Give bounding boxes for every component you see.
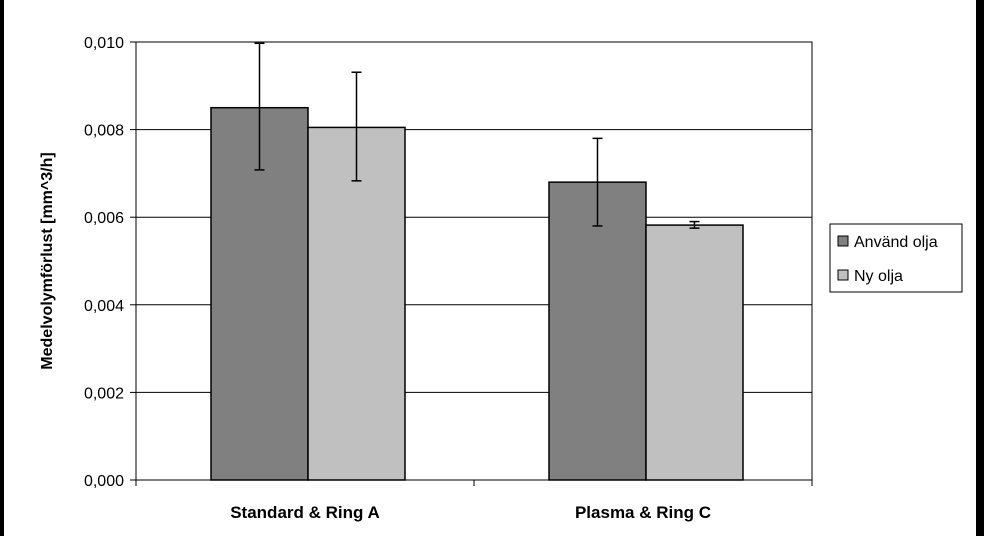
y-tick-label: 0,002 [84, 385, 124, 402]
bar [548, 181, 647, 481]
bar [307, 126, 406, 481]
y-tick-label: 0,006 [84, 210, 124, 227]
legend-box [829, 223, 963, 293]
legend-swatch [837, 235, 849, 247]
y-tick-label: 0,000 [84, 473, 124, 490]
x-category-label: Standard & Ring A [230, 503, 380, 522]
error-bars [254, 42, 700, 229]
legend: Använd olja Ny olja [829, 223, 963, 293]
legend-swatch [837, 269, 849, 281]
axis-labels: 0,000 0,002 0,004 0,006 0,008 0,010 Standard &… [84, 35, 711, 522]
legend-label: Ny olja [854, 268, 903, 285]
bar-chart: 0,000 0,002 0,004 0,006 0,008 0,010 Standard &… [39, 35, 963, 522]
y-tick-label: 0,010 [84, 35, 124, 52]
bars [210, 106, 744, 481]
y-axis-title: Medelvolymförlust [mm^3/h] [39, 152, 56, 369]
bar [645, 224, 744, 481]
axes [130, 41, 813, 486]
x-category-label: Plasma & Ring C [575, 503, 711, 522]
chart-area: 0,000 0,002 0,004 0,006 0,008 0,010 Standard &… [4, 0, 976, 536]
legend-label: Använd olja [854, 234, 938, 251]
y-tick-label: 0,004 [84, 298, 124, 315]
y-tick-label: 0,008 [84, 123, 124, 140]
